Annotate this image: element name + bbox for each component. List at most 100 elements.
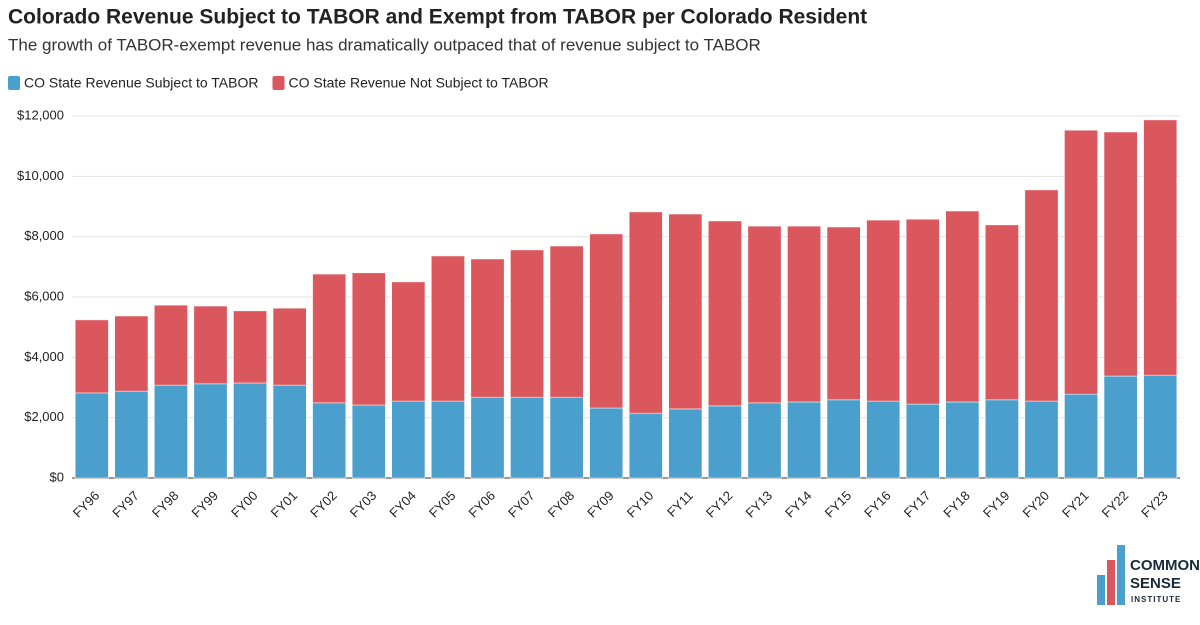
bar-segment [628, 412, 663, 479]
bar-segment [589, 407, 624, 479]
bar-segment [1143, 374, 1178, 479]
x-tick-label: FY19 [980, 488, 1013, 521]
x-tick-label: FY10 [624, 488, 657, 521]
x-tick-label: FY18 [940, 488, 973, 521]
x-tick-label: FY01 [268, 488, 301, 521]
bar-segment [351, 272, 386, 406]
x-tick-label: FY12 [703, 488, 736, 521]
x-tick-label: FY97 [109, 488, 142, 521]
x-tick-label: FY03 [347, 488, 380, 521]
bar-segment [708, 405, 742, 479]
x-tick-label: FY07 [505, 488, 538, 521]
bar-segment [510, 249, 544, 398]
x-tick-label: FY13 [742, 488, 775, 521]
logo: COMMON SENSE INSTITUTE [1097, 545, 1200, 605]
bar-segment [351, 404, 386, 479]
chart-title: Colorado Revenue Subject to TABOR and Ex… [8, 6, 867, 29]
bar-segment [945, 401, 980, 479]
bar-segment [549, 245, 584, 398]
bar-segment [826, 226, 861, 401]
bar-segment [747, 225, 782, 404]
bar-segment [1064, 129, 1098, 395]
bar-segment [747, 402, 782, 479]
bar-segment [193, 305, 228, 385]
x-tick-label: FY21 [1059, 488, 1092, 521]
bar-segment [154, 384, 188, 479]
logo-bar [1107, 560, 1115, 605]
y-tick-label: $10,000 [17, 168, 64, 183]
bar-segment [74, 392, 109, 479]
chart-subtitle: The growth of TABOR-exempt revenue has d… [8, 35, 761, 54]
bar-segment [272, 307, 307, 386]
bar-segment [708, 220, 742, 407]
bar-segment [510, 396, 544, 479]
x-tick-label: FY14 [782, 488, 815, 521]
logo-text: COMMON [1130, 557, 1200, 574]
bar-segment [1024, 400, 1059, 479]
x-tick-label: FY02 [307, 488, 340, 521]
bar-segment [905, 218, 940, 405]
bar-segment [233, 310, 267, 384]
bar-segment [826, 399, 861, 479]
bar-segment [1024, 189, 1059, 402]
x-tick-label: FY00 [228, 488, 261, 521]
x-tick-label: FY99 [188, 488, 221, 521]
x-tick-label: FY06 [465, 488, 498, 521]
bar-segment [431, 255, 465, 402]
bar-segment [114, 390, 149, 479]
legend-swatch [8, 76, 20, 90]
bar-segment [272, 384, 307, 479]
bar-segment [866, 219, 901, 402]
logo-bar [1097, 575, 1105, 605]
bar-segment [985, 224, 1019, 401]
x-tick-label: FY20 [1019, 488, 1052, 521]
bar-segment [391, 281, 426, 402]
bar-segment [628, 211, 663, 414]
bar-segment [787, 225, 821, 403]
x-tick-label: FY98 [149, 488, 182, 521]
bar-segment [74, 319, 109, 394]
x-tick-label: FY17 [901, 488, 934, 521]
bar-segment [589, 233, 624, 409]
bar-segment [431, 400, 465, 479]
bar-segment [905, 403, 940, 479]
legend-swatch [272, 76, 285, 90]
bar-segment [549, 396, 584, 479]
logo-text: SENSE [1130, 575, 1181, 592]
bar-segment [470, 258, 505, 398]
bar-segment [1103, 375, 1138, 479]
x-tick-label: FY11 [664, 488, 696, 520]
y-tick-label: $4,000 [24, 349, 64, 364]
bar-segment [1064, 393, 1098, 479]
logo-text: INSTITUTE [1131, 595, 1181, 604]
y-tick-label: $0 [50, 469, 64, 484]
x-tick-label: FY22 [1099, 488, 1132, 521]
x-tick-label: FY08 [545, 488, 578, 521]
bar-segment [312, 402, 347, 479]
bar-segment [154, 304, 188, 386]
bar-segment [312, 273, 347, 404]
bar-segment [1103, 131, 1138, 377]
bar-segment [787, 401, 821, 479]
legend-label: CO State Revenue Not Subject to TABOR [289, 75, 549, 91]
bar-segment [233, 382, 267, 479]
y-tick-label: $12,000 [17, 107, 64, 122]
x-tick-label: FY96 [70, 488, 103, 521]
bar-segment [668, 408, 703, 479]
y-tick-label: $2,000 [24, 409, 64, 424]
x-tick-label: FY09 [584, 488, 617, 521]
bar-segment [193, 383, 228, 479]
y-tick-label: $6,000 [24, 288, 64, 303]
y-tick-label: $8,000 [24, 228, 64, 243]
bar-segment [391, 400, 426, 479]
x-tick-label: FY05 [426, 488, 459, 521]
x-tick-label: FY23 [1138, 488, 1171, 521]
x-tick-label: FY15 [822, 488, 855, 521]
bar-segment [470, 396, 505, 479]
legend-label: CO State Revenue Subject to TABOR [24, 75, 259, 91]
bar-segment [1143, 119, 1178, 376]
bar-segment [866, 400, 901, 479]
logo-bar [1117, 545, 1125, 605]
bar-segment [945, 210, 980, 403]
